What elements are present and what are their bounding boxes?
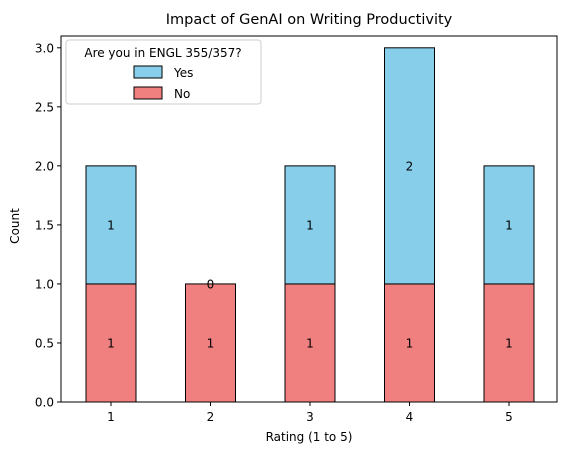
data-label-no-2: 1 [207, 336, 215, 350]
data-label-no-4: 1 [406, 336, 414, 350]
bar-yes-3 [284, 165, 336, 285]
y-tick-label: 1.5 [35, 218, 54, 232]
legend-label-yes: Yes [173, 66, 193, 80]
y-tick-label: 2.0 [35, 159, 54, 173]
data-label-yes-3: 1 [306, 218, 314, 232]
y-axis-label: Count [8, 208, 22, 244]
plot-frame [60, 35, 558, 403]
x-tick-label: 1 [107, 410, 115, 424]
bar-yes-1 [85, 165, 137, 285]
axes-layer: 0.0 0.5 1.0 1.5 2.0 2.5 3.0 1 2 3 4 5 [35, 35, 558, 424]
y-tick-label: 1.0 [35, 277, 54, 291]
y-tick-label: 3.0 [35, 41, 54, 55]
y-tick-label: 0.0 [35, 396, 54, 410]
y-tick-label: 0.5 [35, 336, 54, 350]
data-label-no-5: 1 [505, 336, 513, 350]
bar-no-5 [483, 283, 535, 403]
bar-no-4 [384, 283, 435, 403]
legend-entries: Yes No [133, 65, 193, 101]
x-tick-label: 2 [207, 410, 215, 424]
legend-frame [65, 39, 262, 105]
x-tick-label: 4 [406, 410, 414, 424]
data-label-yes-4: 2 [406, 159, 414, 173]
legend-swatch-no [133, 86, 163, 100]
chart-title: Impact of GenAI on Writing Productivity [166, 12, 453, 28]
data-label-yes-1: 1 [107, 218, 115, 232]
legend-label-no: No [174, 87, 190, 101]
bar-no-3 [284, 283, 336, 403]
x-tick-label: 5 [505, 410, 513, 424]
legend: Are you in ENGL 355/357? Yes No [65, 39, 262, 105]
bar-no-2 [185, 283, 236, 403]
data-label-yes-2: 0 [207, 277, 215, 291]
bar-no-1 [85, 283, 137, 403]
legend-title: Are you in ENGL 355/357? [84, 46, 241, 60]
data-label-yes-5: 1 [505, 218, 513, 232]
y-tick-label: 2.5 [35, 100, 54, 114]
x-tick-label: 3 [306, 410, 314, 424]
bar-yes-4 [384, 47, 435, 285]
bar-yes-5 [483, 165, 535, 285]
data-label-no-3: 1 [306, 336, 314, 350]
x-axis-label: Rating (1 to 5) [266, 430, 353, 444]
bars-layer: 1 1 1 1 1 1 0 1 2 1 [85, 47, 535, 403]
legend-swatch-yes [133, 65, 163, 79]
data-label-no-1: 1 [107, 336, 115, 350]
